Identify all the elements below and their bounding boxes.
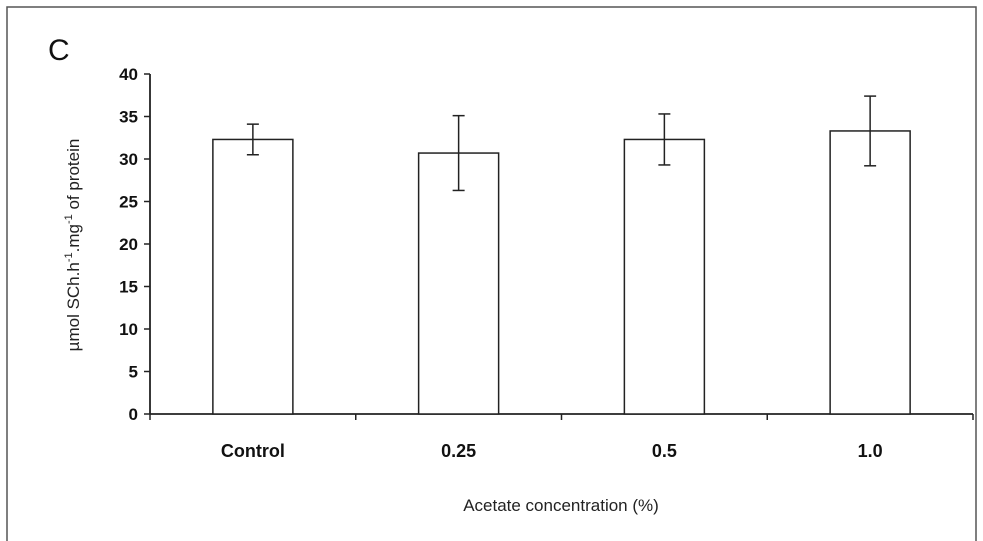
y-tick-label: 15: [119, 278, 138, 297]
plot-area: 0 5 10 15 20 25 30 35 40 Control 0.25 0.5 1.0: [119, 65, 974, 461]
y-tick-label: 30: [119, 150, 138, 169]
y-tick-label: 5: [129, 363, 138, 382]
x-tick-label: 0.5: [652, 441, 677, 461]
y-tick-label: 25: [119, 193, 138, 212]
bar: [623, 138, 706, 415]
y-tick-label: 20: [119, 235, 138, 254]
y-axis-title: µmol SCh.h-1.mg-1 of protein: [63, 139, 83, 352]
y-tick-label: 10: [119, 320, 138, 339]
x-tick-label: 1.0: [858, 441, 883, 461]
x-tick-label: Control: [221, 441, 285, 461]
bar: [212, 138, 294, 415]
y-tick-label: 40: [119, 65, 138, 84]
bar: [829, 130, 911, 415]
y-tick-label: 0: [129, 405, 138, 424]
x-tick-label: 0.25: [441, 441, 476, 461]
panel-label: C: [48, 34, 70, 67]
y-tick-label: 35: [119, 108, 138, 127]
panel-frame: [6, 6, 977, 541]
bar: [417, 152, 500, 415]
x-axis-title: Acetate concentration (%): [463, 496, 659, 515]
